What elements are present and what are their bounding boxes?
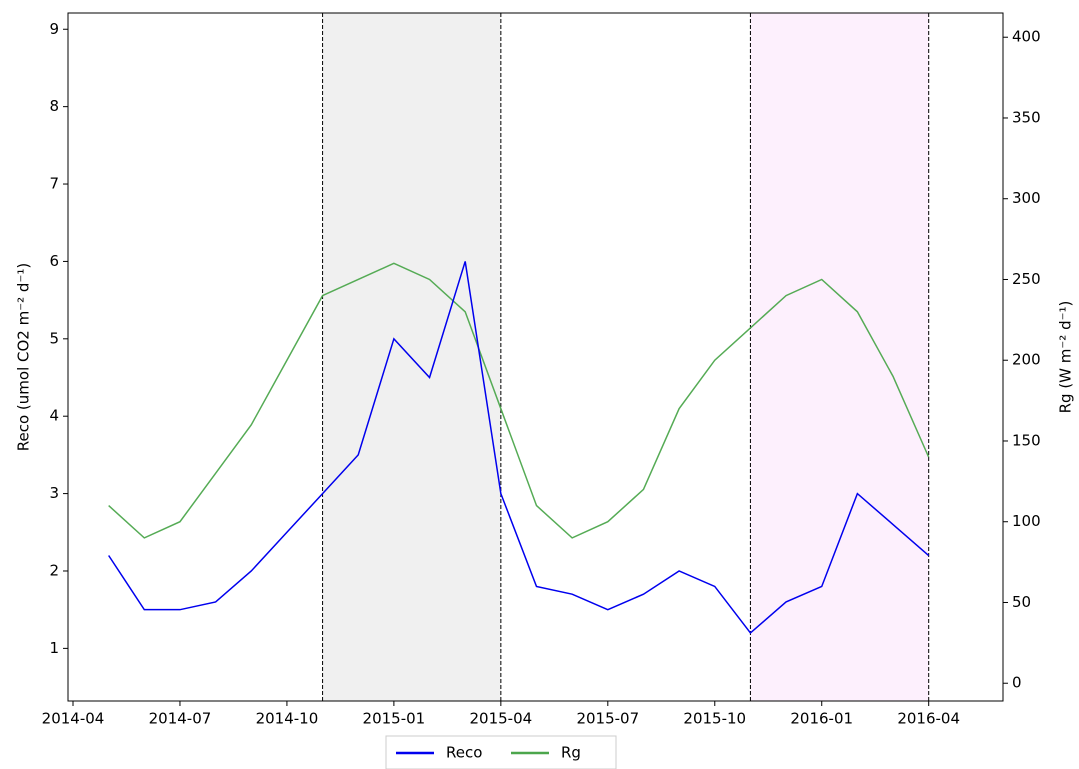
y-tick-label: 7 xyxy=(49,175,59,193)
y-tick-label: 1 xyxy=(49,639,59,657)
x-tick-label: 2015-07 xyxy=(576,710,639,728)
x-tick-label: 2014-07 xyxy=(149,710,212,728)
x-tick-label: 2016-01 xyxy=(790,710,853,728)
y-tick-label: 9 xyxy=(49,20,59,38)
legend-label: Rg xyxy=(561,744,581,762)
y2-tick-label: 400 xyxy=(1012,28,1041,46)
plot-frame xyxy=(67,12,1004,702)
x-tick-label: 2016-04 xyxy=(897,710,960,728)
x-tick-label: 2014-04 xyxy=(42,710,105,728)
y-tick-label: 3 xyxy=(49,484,59,502)
y-tick-label: 5 xyxy=(49,329,59,347)
y-tick-label: 2 xyxy=(49,561,59,579)
series-line xyxy=(108,262,930,539)
y-tick-label: 6 xyxy=(49,252,59,270)
x-tick-label: 2015-10 xyxy=(683,710,746,728)
legend-label: Reco xyxy=(446,744,482,762)
y2-tick-label: 200 xyxy=(1012,351,1041,369)
series-line xyxy=(108,261,930,634)
y-tick-label: 4 xyxy=(49,407,59,425)
y2-tick-label: 350 xyxy=(1012,108,1041,126)
y2-tick-label: 0 xyxy=(1012,674,1022,692)
x-tick-label: 2014-10 xyxy=(256,710,319,728)
x-tick-label: 2015-01 xyxy=(363,710,426,728)
y-axis-label: Reco (umol CO2 m⁻² d⁻¹) xyxy=(15,263,33,451)
y2-tick-label: 50 xyxy=(1012,593,1031,611)
y2-tick-label: 150 xyxy=(1012,431,1041,449)
y2-tick-label: 250 xyxy=(1012,270,1041,288)
shaded-period xyxy=(322,13,501,701)
y-tick-label: 8 xyxy=(49,97,59,115)
y2-axis-label: Rg (W m⁻² d⁻¹) xyxy=(1057,301,1075,414)
x-tick-label: 2015-04 xyxy=(470,710,533,728)
y2-tick-label: 300 xyxy=(1012,189,1041,207)
y2-tick-label: 100 xyxy=(1012,512,1041,530)
shaded-period xyxy=(750,13,929,701)
